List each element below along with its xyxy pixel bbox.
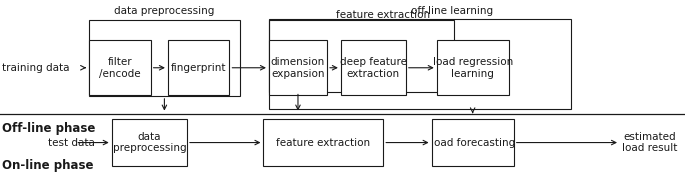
Text: feature extraction: feature extraction bbox=[276, 138, 371, 147]
Text: On-line phase: On-line phase bbox=[2, 159, 94, 172]
Text: off-line learning: off-line learning bbox=[411, 6, 493, 15]
Bar bbox=[269, 19, 571, 109]
Bar bbox=[269, 20, 454, 92]
Bar bbox=[89, 20, 240, 96]
Text: load regression
learning: load regression learning bbox=[432, 57, 513, 78]
Bar bbox=[89, 40, 151, 95]
Bar bbox=[436, 40, 508, 95]
Text: filter
/encode: filter /encode bbox=[99, 57, 140, 78]
Text: load forecasting: load forecasting bbox=[431, 138, 514, 147]
Text: test data: test data bbox=[48, 138, 95, 147]
Bar bbox=[432, 119, 514, 166]
Bar bbox=[112, 119, 187, 166]
Text: dimension
expansion: dimension expansion bbox=[271, 57, 325, 78]
Bar bbox=[263, 119, 383, 166]
Text: deep feature
extraction: deep feature extraction bbox=[340, 57, 407, 78]
Text: data
preprocessing: data preprocessing bbox=[112, 132, 186, 153]
Text: estimated
load result: estimated load result bbox=[622, 132, 677, 153]
Text: feature extraction: feature extraction bbox=[336, 10, 429, 20]
Bar bbox=[168, 40, 229, 95]
Bar bbox=[341, 40, 406, 95]
Text: training data: training data bbox=[2, 63, 70, 73]
Text: fingerprint: fingerprint bbox=[171, 63, 227, 73]
Bar bbox=[269, 40, 327, 95]
Text: data preprocessing: data preprocessing bbox=[114, 7, 214, 16]
Text: Off-line phase: Off-line phase bbox=[2, 122, 95, 135]
